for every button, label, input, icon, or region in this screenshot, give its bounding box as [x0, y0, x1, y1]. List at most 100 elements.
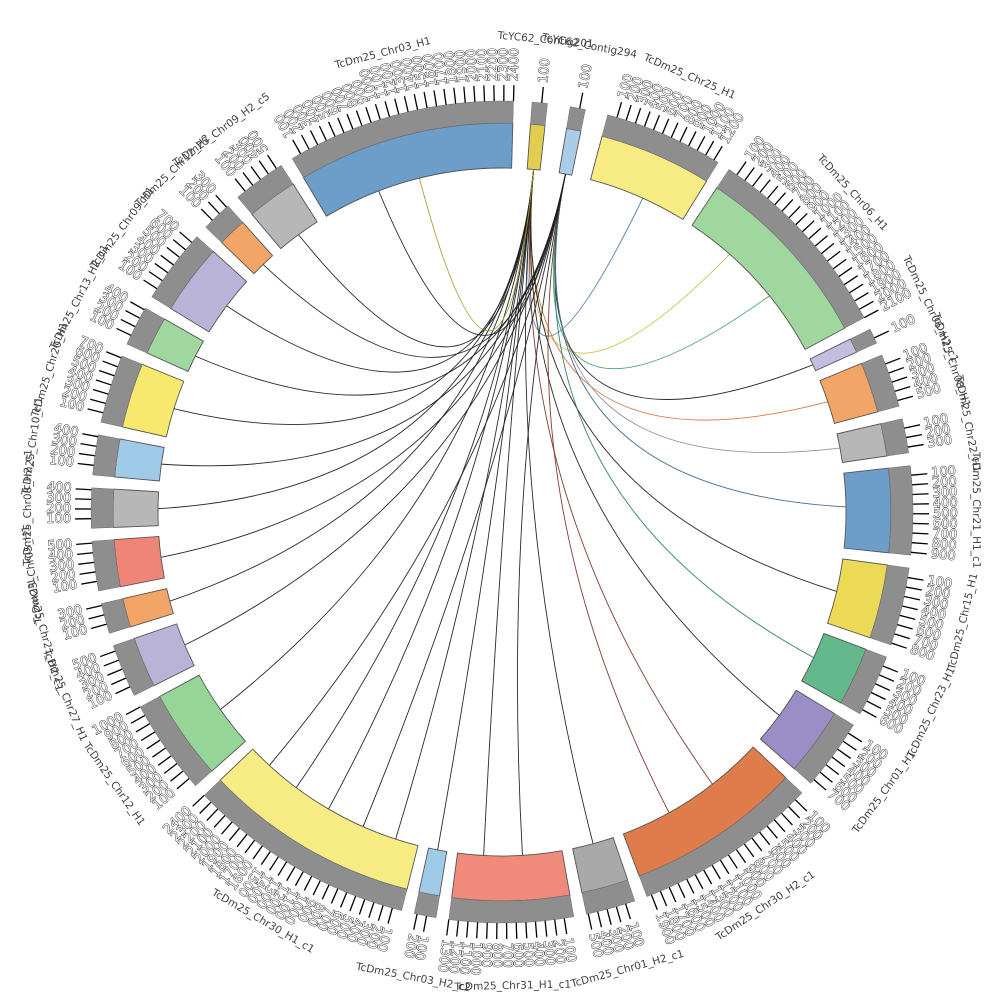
- tick-label: 200: [59, 613, 87, 634]
- tick-mark: [374, 103, 381, 120]
- tick-mark: [819, 771, 833, 783]
- tick-mark: [172, 239, 186, 251]
- tick-mark: [152, 747, 166, 758]
- tick-mark: [751, 837, 763, 852]
- synteny-link: [173, 169, 535, 425]
- tick-label: 300: [605, 927, 626, 955]
- synteny-link: [437, 169, 535, 851]
- tick-mark: [912, 483, 929, 486]
- tick-mark: [891, 376, 908, 383]
- tick-label: 500: [933, 506, 958, 521]
- tick-mark: [859, 300, 874, 310]
- tick-mark: [767, 185, 779, 199]
- tick-mark: [309, 130, 319, 145]
- tick-label: 300: [46, 491, 71, 507]
- tick-mark: [200, 208, 213, 221]
- tick-label: 100: [51, 577, 78, 596]
- tick-mark: [77, 462, 94, 466]
- tick-mark: [234, 178, 246, 192]
- tick-mark: [327, 121, 336, 137]
- tick-label: 100: [373, 925, 394, 953]
- tick-mark: [252, 845, 263, 860]
- tick-mark: [207, 201, 220, 215]
- tick-mark: [597, 911, 603, 928]
- tick-mark: [95, 379, 112, 386]
- tick-mark: [160, 254, 174, 266]
- tick-label: 2200: [486, 48, 502, 81]
- tick-mark: [80, 443, 97, 447]
- tick-mark: [894, 385, 911, 392]
- tick-mark: [781, 812, 793, 826]
- tick-label: 400: [595, 929, 615, 957]
- tick-label: 100: [48, 453, 74, 471]
- tick-mark: [837, 748, 852, 759]
- tick-label: 600: [509, 942, 525, 967]
- tick-mark: [88, 614, 105, 620]
- tick-mark: [423, 92, 428, 109]
- tick-mark: [788, 806, 801, 819]
- tick-label: 500: [47, 537, 73, 554]
- tick-label: 600: [933, 516, 958, 532]
- tick-mark: [831, 756, 846, 768]
- tick-mark: [736, 161, 747, 176]
- tick-mark: [78, 561, 95, 565]
- tick-label: 400: [933, 496, 958, 511]
- chromosome-band: [843, 467, 892, 554]
- tick-mark: [774, 192, 786, 206]
- tick-mark: [199, 801, 212, 814]
- tick-label: 200: [50, 567, 77, 585]
- tick-mark: [318, 125, 327, 141]
- tick-mark: [650, 894, 658, 910]
- tick-label: 200: [400, 932, 420, 959]
- tick-mark: [258, 160, 269, 175]
- tick-label: 2000: [464, 48, 481, 82]
- tick-mark: [668, 887, 677, 903]
- tick-mark: [179, 231, 193, 243]
- tick-mark: [866, 700, 882, 710]
- tick-mark: [686, 878, 695, 894]
- tick-label: 200: [924, 583, 951, 602]
- tick-label: 500: [520, 942, 536, 968]
- tick-mark: [476, 922, 479, 939]
- ruler-cap: [151, 236, 214, 309]
- tick-mark: [286, 866, 296, 882]
- tick-mark: [615, 906, 622, 923]
- tick-mark: [148, 271, 163, 282]
- tick-mark: [346, 113, 354, 130]
- tick-label: 100: [615, 72, 636, 100]
- tick-mark: [337, 117, 345, 133]
- tick-label: 300: [51, 432, 78, 451]
- tick-mark: [541, 86, 544, 103]
- tick-mark: [703, 869, 713, 885]
- tick-label: 1200: [445, 940, 463, 974]
- tick-mark: [813, 779, 827, 791]
- synteny-link: [195, 173, 566, 396]
- tick-mark: [897, 624, 913, 630]
- tick-mark: [300, 134, 310, 150]
- ruler-cap: [113, 638, 155, 696]
- chromosome-band: [526, 123, 546, 171]
- tick-mark: [625, 104, 632, 121]
- synteny-link: [328, 169, 535, 810]
- tick-mark: [759, 831, 771, 846]
- tick-label: 2400: [507, 48, 523, 81]
- tick-mark: [711, 864, 721, 880]
- tick-mark: [433, 90, 438, 107]
- tick-mark: [422, 915, 428, 932]
- tick-mark: [882, 665, 899, 673]
- tick-mark: [236, 833, 248, 848]
- tick-mark: [825, 764, 840, 776]
- tick-mark: [355, 110, 363, 126]
- tick-mark: [456, 920, 460, 937]
- tick-label: 200: [60, 384, 88, 405]
- tick-mark: [808, 227, 822, 240]
- tick-mark: [788, 205, 801, 219]
- tick-mark: [102, 360, 118, 368]
- tick-mark: [294, 871, 304, 887]
- tick-mark: [228, 827, 240, 841]
- tick-mark: [912, 532, 929, 535]
- tick-label: 100: [536, 58, 553, 84]
- tick-label: 200: [363, 922, 385, 950]
- tick-mark: [76, 542, 93, 546]
